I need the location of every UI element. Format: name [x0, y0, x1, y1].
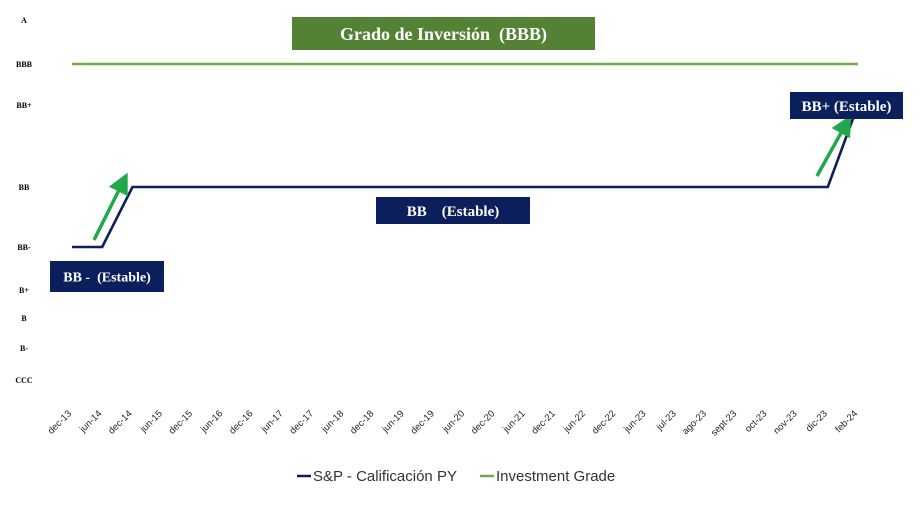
x-tick-label: feb-24 — [833, 408, 860, 435]
x-tick-label: dec-18 — [348, 408, 376, 436]
x-tick-label: jun-23 — [621, 408, 648, 435]
annotation-box — [790, 92, 903, 119]
x-tick-label: jun-18 — [319, 408, 346, 435]
legend-label: Investment Grade — [496, 468, 615, 485]
y-tick-label: BB — [19, 183, 30, 192]
x-tick-label: jun-15 — [138, 408, 165, 435]
x-tick-label: dec-19 — [409, 408, 437, 436]
x-tick-label: dec-13 — [46, 408, 74, 436]
series-line — [72, 104, 860, 249]
annotation-box — [50, 261, 164, 292]
y-tick-label: BB- — [17, 243, 31, 252]
x-tick-label: jun-19 — [379, 408, 406, 435]
series-layer — [72, 62, 860, 249]
y-tick-label: B+ — [19, 286, 29, 295]
legend-item: S&P - Calificación PY — [297, 468, 457, 485]
upgrade-arrows — [92, 114, 852, 241]
x-tick-label: dec-22 — [590, 408, 618, 436]
legend-item: Investment Grade — [480, 468, 615, 485]
y-tick-label: BBB — [16, 60, 33, 69]
label-bb: BB (Estable) — [376, 197, 530, 224]
x-tick-label: dec-21 — [529, 408, 557, 436]
legend: S&P - Calificación PY Investment Grade — [297, 468, 615, 485]
upgrade-arrow — [92, 172, 128, 241]
annotations: Grado de Inversión (BBB) BB - (Estable) BB… — [50, 17, 903, 292]
upgrade-arrow — [815, 114, 852, 177]
y-tick-label: A — [21, 16, 27, 25]
x-tick-label: oct-23 — [743, 408, 769, 434]
annotation-text: BB - (Estable) — [63, 270, 151, 285]
legend-label: S&P - Calificación PY — [313, 468, 457, 485]
x-tick-label: jul-23 — [654, 408, 679, 433]
y-tick-label: BB+ — [16, 101, 32, 110]
annotation-text: Grado de Inversión (BBB) — [340, 24, 547, 45]
x-tick-label: jun-20 — [440, 408, 467, 435]
x-axis: dec-13 jun-14 dec-14 jun-15 dec-15 jun-16 dec-… — [46, 408, 860, 438]
x-tick-label: jun-14 — [77, 408, 104, 435]
x-tick-label: dec-14 — [106, 408, 134, 436]
label-bb-plus: BB+ (Estable) — [790, 92, 903, 119]
x-tick-label: dec-16 — [227, 408, 255, 436]
x-tick-label: nov-23 — [771, 408, 799, 436]
x-tick-label: dec-15 — [167, 408, 195, 436]
y-tick-label: B — [21, 314, 27, 323]
investment-grade-banner: Grado de Inversión (BBB) — [292, 17, 595, 50]
x-tick-label: ago-23 — [680, 408, 709, 437]
label-bb-minus: BB - (Estable) — [50, 261, 164, 292]
x-tick-label: dic-23 — [804, 408, 830, 434]
x-tick-label: jun-16 — [198, 408, 225, 435]
y-tick-label: B- — [20, 344, 28, 353]
annotation-text: BB (Estable) — [407, 204, 500, 220]
x-tick-label: jun-22 — [561, 408, 588, 435]
annotation-box — [292, 17, 595, 50]
x-tick-label: dec-17 — [288, 408, 316, 436]
x-tick-label: jun-21 — [500, 408, 527, 435]
annotation-text: BB+ (Estable) — [802, 99, 892, 115]
x-tick-label: dec-20 — [469, 408, 497, 436]
x-tick-label: sept-23 — [709, 408, 739, 438]
x-tick-label: jun-17 — [259, 408, 286, 435]
annotation-box — [376, 197, 530, 224]
y-tick-label: CCC — [15, 376, 33, 385]
